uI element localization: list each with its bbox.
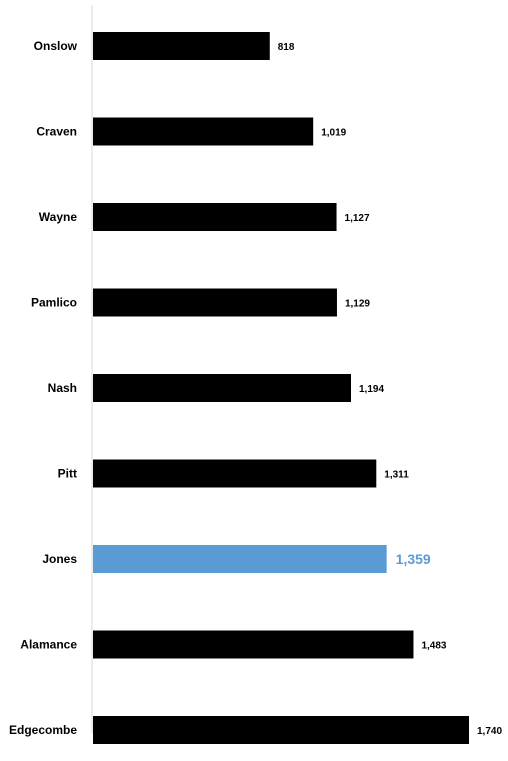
value-label-wayne: 1,127 — [345, 213, 370, 224]
value-label-pamlico: 1,129 — [345, 299, 370, 310]
bar-alamance — [93, 630, 414, 659]
category-label-pitt: Pitt — [58, 467, 77, 481]
bar-pitt — [93, 459, 377, 488]
category-label-nash: Nash — [48, 381, 77, 395]
labels-group: Onslow 818 Craven 1,019 Wayne 1,127 Pamlico 1,1… — [9, 39, 502, 737]
bar-jones — [93, 545, 387, 573]
bar-onslow — [93, 32, 270, 60]
bar-craven — [93, 117, 314, 146]
category-label-onslow: Onslow — [34, 39, 78, 53]
value-label-nash: 1,194 — [359, 384, 384, 395]
category-label-craven: Craven — [36, 125, 77, 139]
value-label-alamance: 1,483 — [421, 641, 446, 652]
bar-pamlico — [93, 288, 337, 317]
bar-edgecombe — [93, 716, 469, 744]
value-label-pitt: 1,311 — [384, 470, 409, 481]
category-label-pamlico: Pamlico — [31, 296, 77, 310]
bar-nash — [93, 374, 352, 402]
bars-group — [93, 32, 469, 744]
bar-wayne — [93, 203, 337, 231]
value-label-edgecombe: 1,740 — [477, 726, 502, 737]
value-label-craven: 1,019 — [321, 128, 346, 139]
category-label-alamance: Alamance — [20, 638, 77, 652]
value-label-jones: 1,359 — [396, 551, 431, 567]
category-label-edgecombe: Edgecombe — [9, 723, 77, 737]
category-label-wayne: Wayne — [39, 210, 78, 224]
value-label-onslow: 818 — [278, 42, 295, 53]
category-label-jones: Jones — [42, 552, 77, 566]
